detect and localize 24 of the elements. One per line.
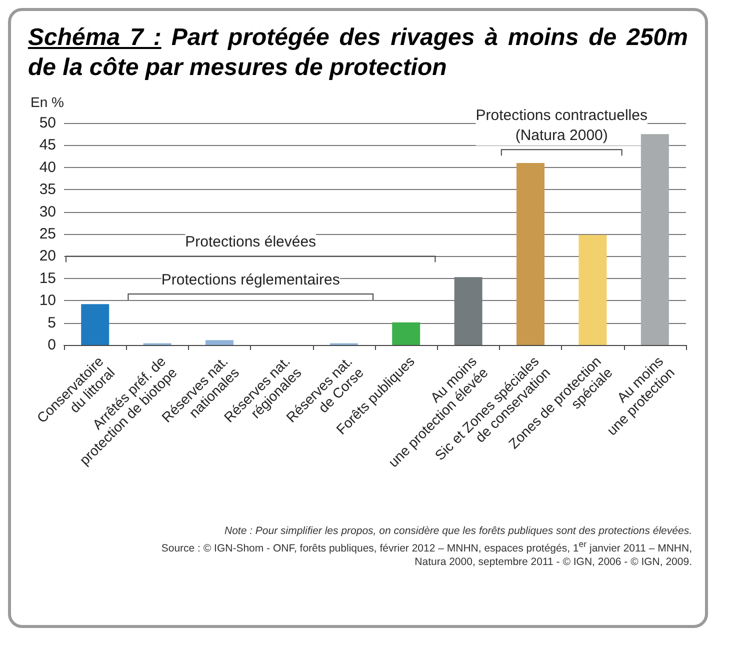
- y-tick-label: 40: [39, 158, 56, 176]
- y-tick-label: 30: [39, 203, 56, 220]
- y-axis-title: En %: [30, 94, 64, 110]
- y-tick-label: 5: [48, 314, 56, 332]
- bar: [640, 134, 669, 345]
- annotation: Protections élevées: [185, 234, 316, 251]
- source-note: Source : © IGN-Shom - ONF, forêts publiques, février 2012 – MNHN, espaces protégés, 1$^{er}$ janvier 2011 – MNHN, Natura 2000, septembre 2011 - © IGN, 2006 - © IGN, 2009.: [160, 538, 692, 568]
- y-tick-label: 45: [39, 136, 56, 154]
- chart-title: Schéma 7 : Part protégée des rivages à moins de 250m de la côte par mesures de protection: [27, 23, 689, 83]
- y-tick-label: 50: [39, 114, 56, 132]
- y-tick-label: 20: [39, 248, 56, 265]
- y-tick-label: 25: [39, 226, 56, 242]
- bar: [578, 234, 607, 345]
- y-tick-label: 15: [39, 270, 56, 287]
- bar: [516, 162, 544, 345]
- y-tick-label: 10: [39, 292, 56, 310]
- y-tick-label: 35: [39, 181, 56, 198]
- annotation: Protections contractuelles (Natura 2000): [476, 107, 648, 144]
- bar: [206, 340, 234, 345]
- annotation: Protections réglementaires: [161, 271, 340, 288]
- bar: [81, 304, 110, 345]
- y-tick-label: 0: [48, 336, 56, 354]
- text: Note : Pour simplifier les propos, on considère que les forêts publiques sont des protections élevées.: [223, 525, 692, 538]
- bar: [392, 322, 420, 345]
